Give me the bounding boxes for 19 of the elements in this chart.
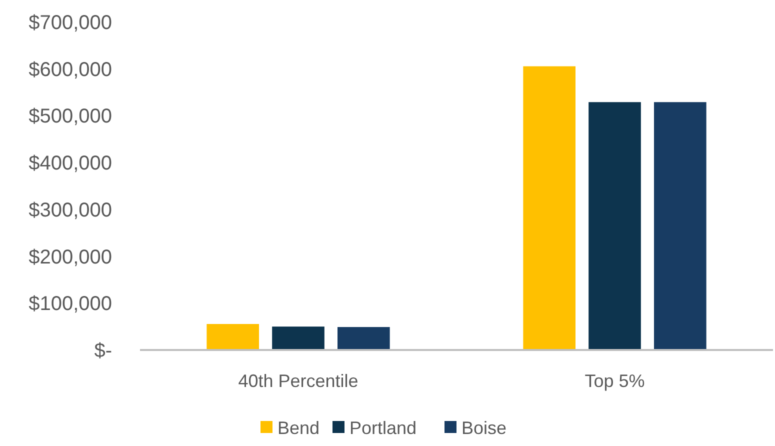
y-tick-label: $400,000 [28,152,112,175]
bar [654,102,706,350]
y-tick-label: $700,000 [28,12,112,34]
bar [523,66,576,350]
y-tick-label: $100,000 [28,293,112,316]
y-tick-label: $- [94,340,112,362]
legend-label: Portland [350,418,417,438]
y-tick-label: $200,000 [28,246,112,268]
y-tick-label: $600,000 [28,58,112,81]
bar [588,102,641,350]
legend-label: Bend [278,418,320,438]
bar [272,326,324,350]
bar [206,324,260,350]
bar [337,327,390,350]
x-tick-label: Top 5% [584,371,645,391]
x-tick-label: 40th Percentile [238,371,358,391]
y-tick-label: $300,000 [28,199,112,222]
y-tick-label: $500,000 [28,106,112,128]
legend-label: Boise [462,418,507,438]
